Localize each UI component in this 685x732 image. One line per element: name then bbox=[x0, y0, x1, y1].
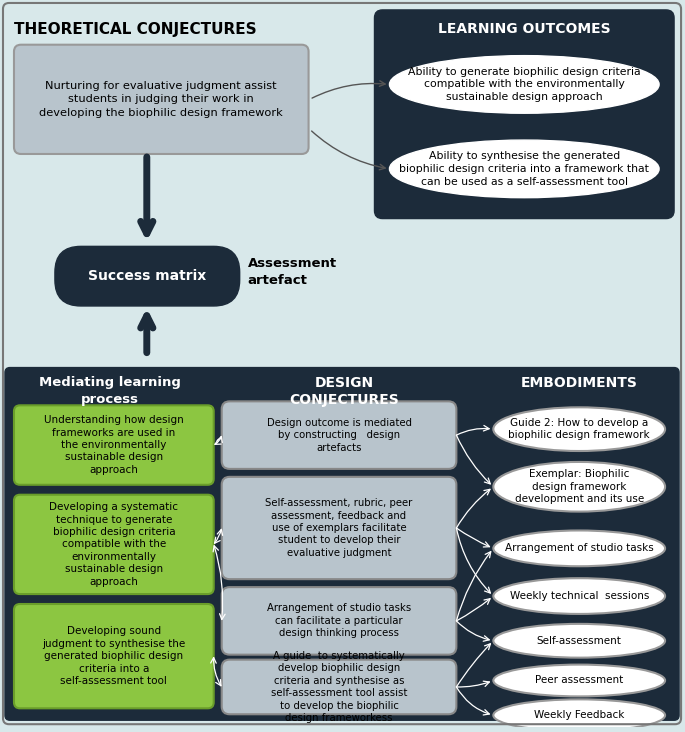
Text: LEARNING OUTCOMES: LEARNING OUTCOMES bbox=[438, 22, 610, 36]
FancyBboxPatch shape bbox=[375, 10, 674, 219]
Ellipse shape bbox=[493, 462, 665, 512]
Text: Arrangement of studio tasks
can facilitate a particular
design thinking process: Arrangement of studio tasks can facilita… bbox=[267, 603, 411, 638]
FancyBboxPatch shape bbox=[55, 247, 240, 306]
FancyBboxPatch shape bbox=[14, 495, 214, 594]
Text: Design outcome is mediated
by constructing   design
artefacts: Design outcome is mediated by constructi… bbox=[266, 418, 412, 452]
Ellipse shape bbox=[493, 531, 665, 567]
FancyBboxPatch shape bbox=[222, 587, 456, 654]
Text: EMBODIMENTS: EMBODIMENTS bbox=[521, 376, 638, 389]
Text: DESIGN
CONJECTURES: DESIGN CONJECTURES bbox=[290, 376, 399, 407]
Ellipse shape bbox=[493, 578, 665, 614]
FancyBboxPatch shape bbox=[222, 401, 456, 469]
Text: Peer assessment: Peer assessment bbox=[535, 676, 623, 685]
Text: Exemplar: Biophilic
design framework
development and its use: Exemplar: Biophilic design framework dev… bbox=[514, 469, 644, 504]
Text: Weekly technical  sessions: Weekly technical sessions bbox=[510, 591, 649, 601]
Ellipse shape bbox=[493, 699, 665, 731]
FancyBboxPatch shape bbox=[5, 367, 679, 720]
Text: Success matrix: Success matrix bbox=[88, 269, 206, 283]
FancyBboxPatch shape bbox=[222, 477, 456, 579]
Text: Weekly Feedback: Weekly Feedback bbox=[534, 710, 625, 720]
FancyBboxPatch shape bbox=[14, 604, 214, 709]
Ellipse shape bbox=[493, 624, 665, 657]
Text: Self-assessment, rubric, peer
assessment, feedback and
use of exemplars facilita: Self-assessment, rubric, peer assessment… bbox=[265, 498, 412, 558]
Text: THEORETICAL CONJECTURES: THEORETICAL CONJECTURES bbox=[14, 22, 257, 37]
Ellipse shape bbox=[493, 665, 665, 696]
Ellipse shape bbox=[390, 140, 659, 198]
FancyBboxPatch shape bbox=[14, 45, 308, 154]
Text: Nurturing for evaluative judgment assist
students in judging their work in
devel: Nurturing for evaluative judgment assist… bbox=[39, 81, 283, 118]
Ellipse shape bbox=[493, 407, 665, 451]
Text: Developing sound
judgment to synthesise the
generated biophilic design
criteria : Developing sound judgment to synthesise … bbox=[42, 627, 186, 686]
Text: Ability to synthesise the generated
biophilic design criteria into a framework t: Ability to synthesise the generated biop… bbox=[399, 151, 649, 187]
Text: Developing a systematic
technique to generate
biophilic design criteria
compatib: Developing a systematic technique to gen… bbox=[49, 502, 178, 586]
FancyBboxPatch shape bbox=[222, 660, 456, 714]
Text: Self-assessment: Self-assessment bbox=[537, 636, 622, 646]
FancyBboxPatch shape bbox=[14, 406, 214, 485]
Ellipse shape bbox=[390, 56, 659, 113]
Text: Understanding how design
frameworks are used in
the environmentally
sustainable : Understanding how design frameworks are … bbox=[44, 415, 184, 475]
Text: Assessment
artefact: Assessment artefact bbox=[248, 257, 337, 287]
Text: Arrangement of studio tasks: Arrangement of studio tasks bbox=[505, 543, 653, 553]
Text: A guide  to systematically
develop biophilic design
criteria and synthesise as
s: A guide to systematically develop biophi… bbox=[271, 651, 408, 723]
Text: Guide 2: How to develop a
biophilic design framework: Guide 2: How to develop a biophilic desi… bbox=[508, 418, 650, 441]
Text: Mediating learning
process: Mediating learning process bbox=[39, 376, 181, 406]
Text: Ability to generate biophilic design criteria
compatible with the environmentall: Ability to generate biophilic design cri… bbox=[408, 67, 640, 102]
